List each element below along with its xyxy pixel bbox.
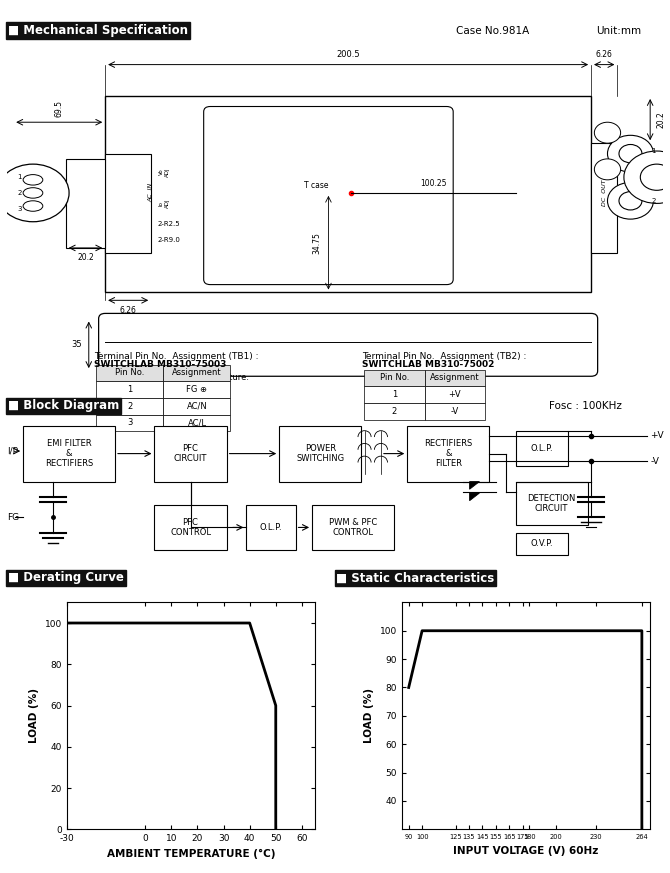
Text: O.V.P.: O.V.P.: [531, 540, 553, 548]
Text: 69.5: 69.5: [55, 100, 64, 117]
Circle shape: [594, 122, 620, 143]
Text: 2-R2.5: 2-R2.5: [157, 222, 180, 227]
Text: 6.26: 6.26: [596, 51, 612, 59]
Text: 20.2: 20.2: [77, 253, 94, 262]
Bar: [279, 425, 361, 482]
Circle shape: [608, 135, 653, 172]
Text: POWER
SWITCHING: POWER SWITCHING: [296, 443, 344, 464]
Text: PFC
CONTROL: PFC CONTROL: [170, 518, 211, 537]
Y-axis label: LOAD (%): LOAD (%): [364, 688, 375, 744]
Circle shape: [624, 151, 670, 203]
Text: T case: T case: [304, 181, 328, 189]
Text: Terminal Pin No.  Assignment (TB1) :: Terminal Pin No. Assignment (TB1) :: [94, 352, 259, 361]
Text: SWITCHLAB MB310-75003: SWITCHLAB MB310-75003: [94, 360, 226, 368]
Text: 2-R9.0: 2-R9.0: [157, 237, 181, 243]
Text: AC  IN: AC IN: [149, 183, 153, 203]
Text: O.L.P.: O.L.P.: [260, 523, 282, 532]
FancyBboxPatch shape: [98, 313, 598, 376]
Circle shape: [641, 164, 670, 190]
Text: ※ T case: Max. Case Temperature.: ※ T case: Max. Case Temperature.: [105, 373, 249, 382]
Text: Io
ADJ: Io ADJ: [159, 198, 170, 209]
Bar: [516, 482, 588, 525]
Text: PWM & PFC
CONTROL: PWM & PFC CONTROL: [329, 518, 377, 537]
Bar: [154, 505, 226, 550]
Text: ■ Static Characteristics: ■ Static Characteristics: [336, 572, 494, 584]
Text: 6.26: 6.26: [120, 306, 137, 314]
Circle shape: [608, 182, 653, 219]
Text: Fosc : 100KHz: Fosc : 100KHz: [549, 401, 622, 411]
Text: Terminal Pin No.  Assignment (TB2) :: Terminal Pin No. Assignment (TB2) :: [362, 352, 526, 361]
Text: 3: 3: [17, 206, 22, 211]
Text: PFC
CIRCUIT: PFC CIRCUIT: [174, 443, 207, 464]
Text: DC  OUT: DC OUT: [602, 180, 607, 206]
Y-axis label: LOAD (%): LOAD (%): [29, 688, 40, 744]
Text: EMI FILTER
&
RECTIFIERS: EMI FILTER & RECTIFIERS: [45, 439, 93, 469]
Text: 1: 1: [17, 175, 22, 180]
Circle shape: [619, 191, 642, 210]
Bar: [105, 96, 591, 292]
FancyBboxPatch shape: [204, 107, 453, 285]
Text: SWITCHLAB MB310-75002: SWITCHLAB MB310-75002: [362, 360, 494, 368]
X-axis label: AMBIENT TEMPERATURE (°C): AMBIENT TEMPERATURE (°C): [107, 849, 275, 859]
Text: 100.25: 100.25: [420, 179, 447, 188]
Bar: [66, 159, 105, 248]
Bar: [105, 154, 151, 253]
Text: 1: 1: [651, 148, 656, 154]
Circle shape: [619, 144, 642, 162]
Text: Vo
ADJ: Vo ADJ: [159, 167, 170, 177]
Polygon shape: [470, 493, 480, 501]
Polygon shape: [470, 482, 480, 489]
Text: ■ Derating Curve: ■ Derating Curve: [8, 572, 124, 584]
Bar: [407, 425, 489, 482]
Text: 20.2: 20.2: [657, 111, 666, 128]
Ellipse shape: [23, 188, 43, 198]
Text: DETECTION
CIRCUIT: DETECTION CIRCUIT: [527, 493, 576, 513]
Bar: [516, 533, 568, 555]
Circle shape: [594, 159, 620, 180]
Bar: [312, 505, 394, 550]
Text: I/P: I/P: [7, 447, 17, 456]
Text: O.L.P.: O.L.P.: [531, 444, 553, 453]
Text: 200.5: 200.5: [336, 51, 360, 59]
Bar: [247, 505, 295, 550]
Bar: [591, 143, 617, 253]
Text: ■ Block Diagram: ■ Block Diagram: [8, 400, 119, 412]
Ellipse shape: [23, 201, 43, 211]
Text: Case No.981A: Case No.981A: [456, 25, 529, 36]
X-axis label: INPUT VOLTAGE (V) 60Hz: INPUT VOLTAGE (V) 60Hz: [454, 846, 598, 856]
Text: Unit:mm: Unit:mm: [596, 25, 641, 36]
Text: -V: -V: [650, 457, 659, 465]
Text: +V: +V: [650, 431, 664, 440]
Text: 35: 35: [72, 340, 82, 349]
Bar: [154, 425, 226, 482]
Circle shape: [0, 164, 69, 222]
Text: RECTIFIERS
&
FILTER: RECTIFIERS & FILTER: [424, 439, 472, 469]
Bar: [23, 425, 115, 482]
Text: 2: 2: [17, 190, 22, 196]
Text: ■ Mechanical Specification: ■ Mechanical Specification: [8, 24, 188, 37]
Text: 2: 2: [651, 198, 656, 203]
Text: 34.75: 34.75: [313, 231, 322, 254]
Ellipse shape: [23, 175, 43, 185]
Text: FG: FG: [7, 512, 19, 522]
Bar: [516, 430, 568, 466]
